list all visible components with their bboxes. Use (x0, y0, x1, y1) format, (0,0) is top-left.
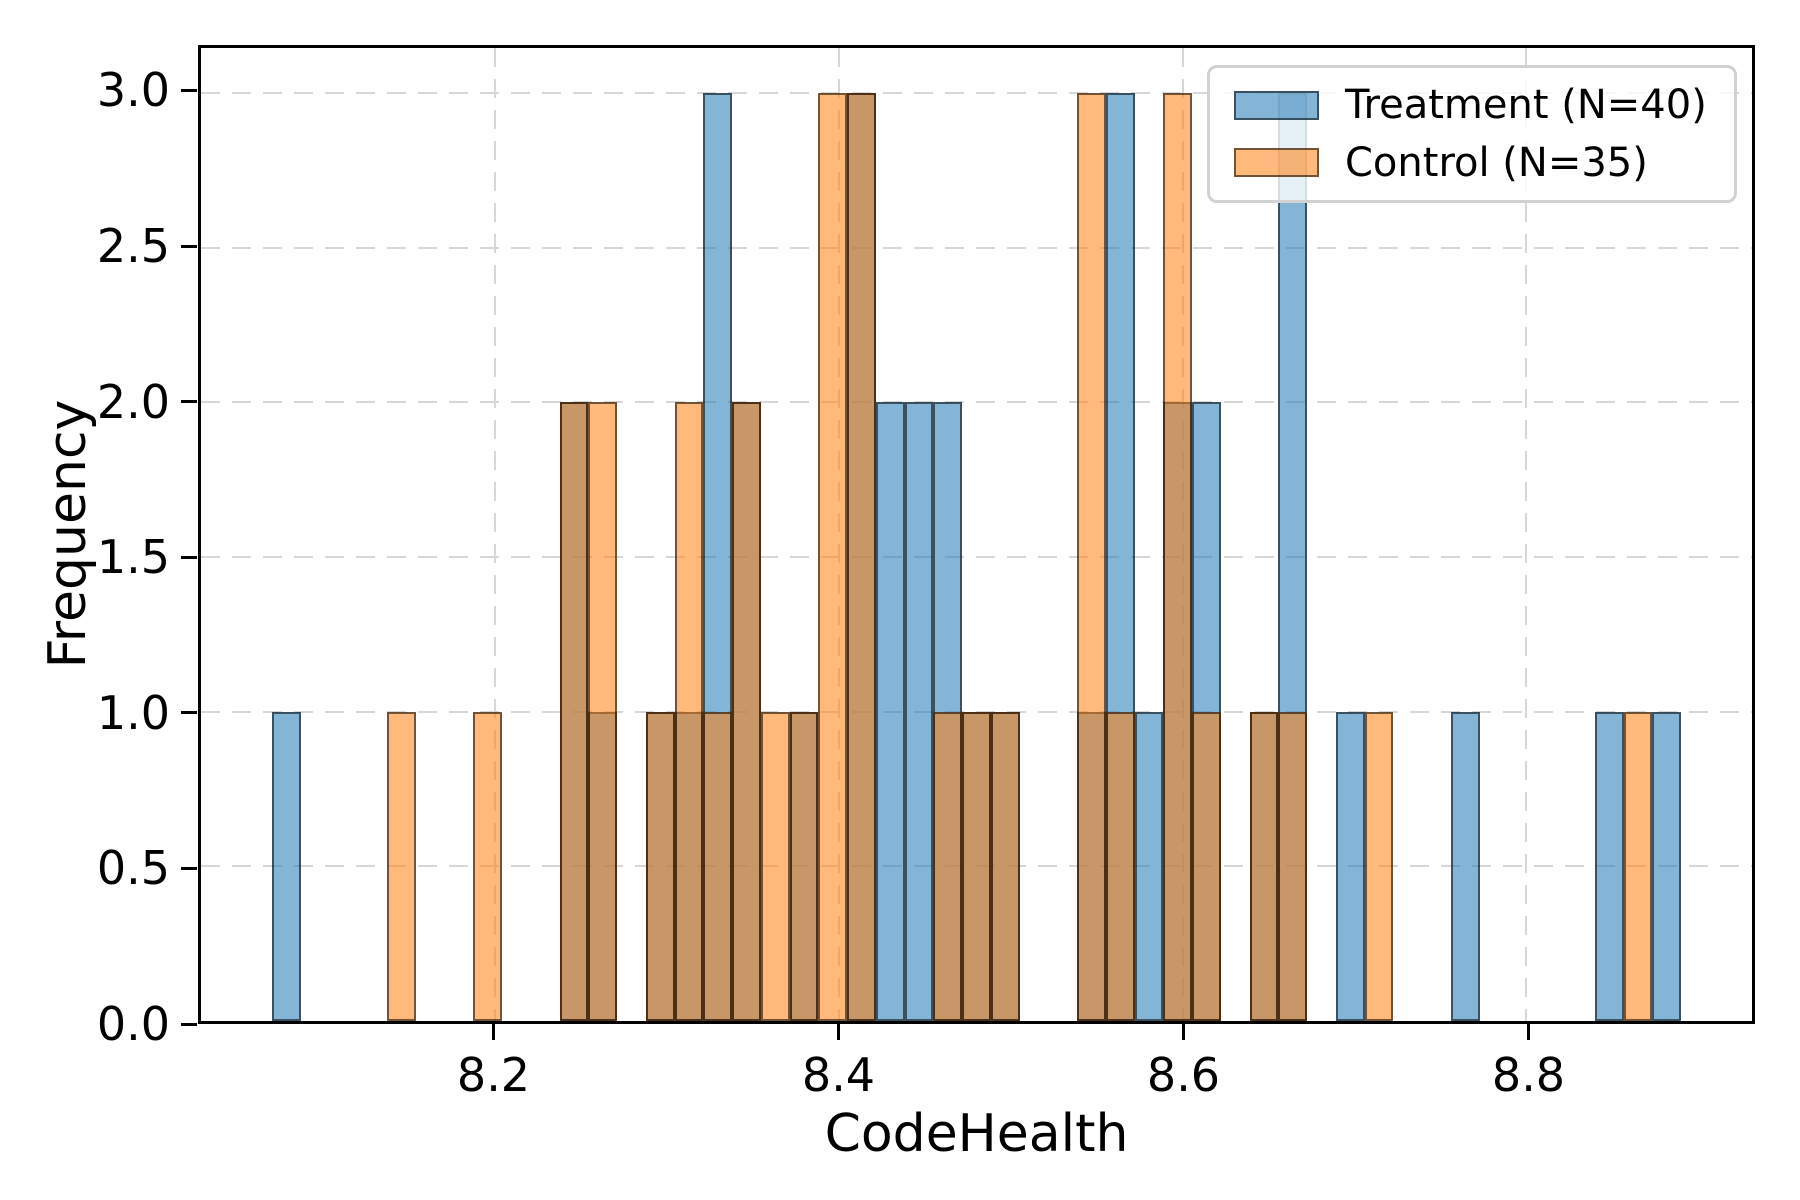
y-tick-mark (181, 711, 197, 715)
control-bar (674, 402, 704, 1021)
control-bar (1077, 93, 1106, 1021)
treatment-bar (271, 711, 301, 1021)
y-tick-label: 2.5 (96, 219, 170, 273)
control-bar (732, 402, 761, 1021)
control-bar (962, 711, 991, 1021)
y-tick-mark (181, 866, 197, 870)
x-tick-label: 8.2 (456, 1048, 531, 1102)
y-tick-label: 2.0 (96, 374, 170, 429)
x-axis-title: CodeHealth (824, 1104, 1129, 1164)
y-tick-label: 3.0 (96, 63, 170, 118)
x-tick-mark (1527, 1024, 1530, 1040)
control-bar (1623, 711, 1653, 1021)
gridline-horizontal (201, 92, 1752, 95)
control-bar (990, 711, 1020, 1021)
treatment-bar (904, 402, 934, 1021)
legend-entry-control: Control (N=35) (1210, 143, 1734, 183)
gridline-vertical (1525, 48, 1528, 1021)
control-bar (645, 711, 675, 1021)
y-tick-label: 0.5 (96, 841, 170, 896)
control-bar (818, 93, 848, 1021)
y-tick-mark (181, 555, 197, 559)
control-bar (473, 711, 503, 1021)
treatment-bar (1335, 711, 1365, 1021)
y-tick-mark (181, 88, 197, 92)
legend: Treatment (N=40) Control (N=35) (1207, 65, 1737, 203)
x-tick-label: 8.8 (1491, 1048, 1566, 1102)
gridline-vertical (494, 48, 497, 1021)
treatment-bar (1652, 711, 1682, 1021)
x-tick-mark (837, 1024, 840, 1040)
control-bar (789, 711, 819, 1021)
legend-label-control: Control (N=35) (1345, 139, 1648, 186)
y-tick-mark (181, 244, 197, 248)
plot-area: Treatment (N=40) Control (N=35) (198, 45, 1755, 1024)
x-tick-mark (1182, 1024, 1185, 1040)
gridline-horizontal (201, 246, 1752, 249)
control-bar (1105, 711, 1135, 1021)
x-tick-label: 8.4 (801, 1048, 876, 1102)
legend-entry-treatment: Treatment (N=40) (1210, 85, 1734, 125)
control-swatch-icon (1234, 148, 1319, 178)
control-bar (386, 711, 416, 1021)
legend-label-treatment: Treatment (N=40) (1345, 82, 1707, 129)
control-bar (1278, 711, 1308, 1021)
y-tick-mark (181, 400, 197, 404)
y-tick-mark (181, 1022, 197, 1026)
control-bar (847, 93, 876, 1021)
x-tick-label: 8.6 (1146, 1048, 1221, 1102)
y-tick-label: 1.5 (96, 530, 170, 585)
control-bar (559, 402, 589, 1021)
control-bar (760, 711, 790, 1021)
control-bar (588, 402, 618, 1021)
control-bar (933, 711, 963, 1021)
treatment-bar (875, 402, 905, 1021)
control-bar (1364, 711, 1394, 1021)
gridline-horizontal (201, 401, 1752, 404)
control-bar (703, 711, 733, 1021)
control-bar (1192, 711, 1221, 1021)
treatment-bar (1451, 711, 1480, 1021)
treatment-bar (1594, 711, 1624, 1021)
gridline-horizontal (201, 556, 1752, 559)
treatment-swatch-icon (1234, 90, 1319, 120)
x-tick-mark (492, 1024, 495, 1040)
y-tick-label: 0.0 (96, 997, 170, 1051)
control-bar (1249, 711, 1279, 1021)
y-tick-label: 1.0 (96, 685, 170, 740)
control-bar (1163, 93, 1193, 1021)
treatment-bar (1134, 711, 1164, 1021)
